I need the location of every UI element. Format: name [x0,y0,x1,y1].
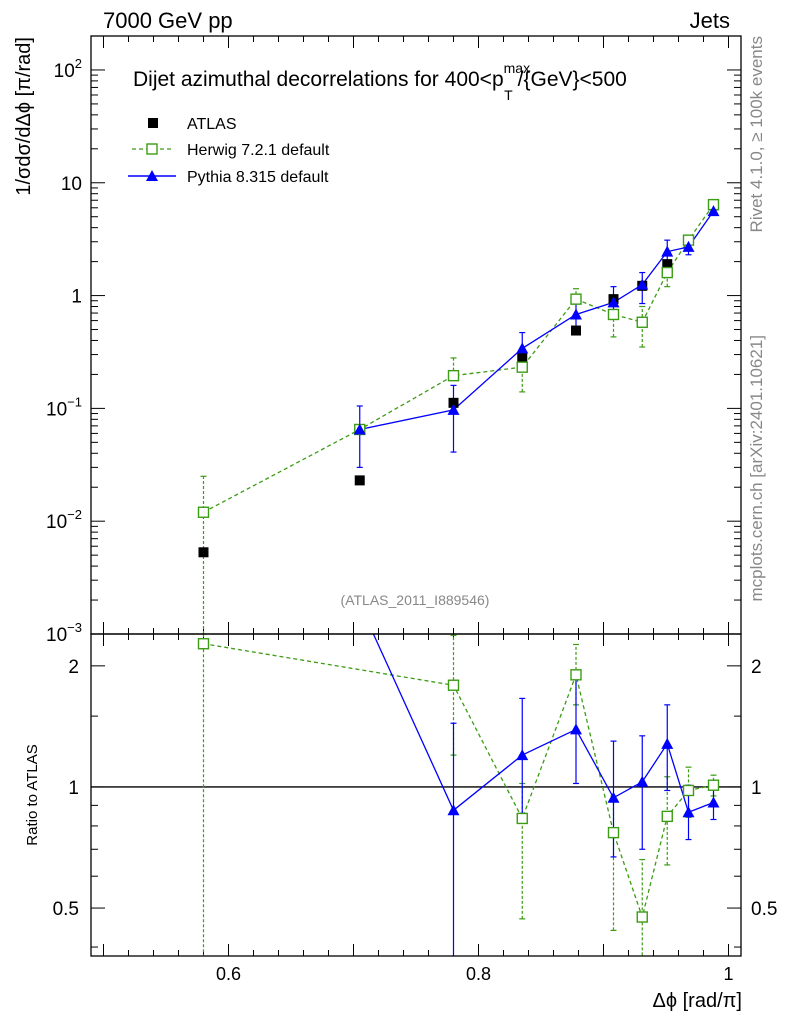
herwig-ratio-point [707,779,720,791]
pythia-ratio-point [516,749,529,761]
main-panel-marks [197,198,720,634]
pythia-line [359,210,715,431]
herwig-point [516,361,528,373]
herwig-ratio-point [197,638,210,650]
herwig-point [607,308,620,321]
herwig-point [447,369,460,382]
pythia-point [636,278,649,290]
herwig-ratio-point [682,784,695,797]
ratio-frame [90,633,742,957]
pythia-ratio-point [707,796,720,808]
pythia-ratio-point [636,775,649,787]
pythia-ratio-point [447,804,460,816]
herwig-point [570,293,582,305]
ratio-panel-marks [197,634,720,956]
ratio-tick-label-right: 2 [751,657,762,678]
header-right: Jets [690,8,730,33]
y-tick-label: 10 [61,174,82,195]
herwig-ratio-point [516,812,528,825]
atlas-point [571,325,581,336]
y-tick-label: 102 [54,56,82,82]
ratio-tick-label: 2 [68,657,79,678]
pythia-point [353,423,366,435]
legend-atlas-marker [148,118,158,128]
legend-pythia-label: Pythia 8.315 default [187,169,329,186]
atlas-point [198,547,209,558]
x-tick-label: 1 [723,964,733,984]
analysis-tag: (ATLAS_2011_I889546) [341,592,490,608]
atlas-point [517,352,528,363]
herwig-line [203,204,715,513]
pythia-point [516,342,529,354]
ratio-tick-label: 0.5 [53,899,79,920]
atlas-point [448,397,459,408]
legend-herwig-marker [146,143,158,155]
pythia-ratio-point [607,791,620,803]
rivet-label: Rivet 4.1.0, ≥ 100k events [747,36,766,232]
pythia-point [707,205,720,217]
herwig-point [197,506,210,518]
ratio-tick-label: 1 [68,778,79,799]
y-tick-label: 10−1 [46,394,82,420]
legend-atlas-label: ATLAS [187,116,237,133]
herwig-point [636,316,648,328]
herwig-ratio-point [636,911,648,923]
x-tick-label: 0.6 [216,964,241,984]
legend: ATLAS Herwig 7.2.1 default Pythia 8.315 … [128,116,330,186]
x-axis-label: Δϕ [rad/π] [653,990,743,1012]
pythia-point [570,308,582,320]
y-tick-label: 1 [71,287,82,308]
legend-herwig-label: Herwig 7.2.1 default [187,142,330,159]
ratio-axis-label: Ratio to ATLAS [24,744,41,845]
y-tick-label: 10−2 [46,507,82,533]
pythia-point [682,240,695,252]
pythia-point [447,403,460,415]
herwig-ratio-line [203,643,714,920]
chart-title: Dijet azimuthal decorrelations for 400<p… [133,60,627,103]
atlas-point [662,259,673,270]
pythia-point [661,245,674,257]
legend-pythia-marker [146,170,158,181]
herwig-ratio-point [607,826,620,839]
ratio-tick-label-right: 0.5 [751,899,777,920]
y-tick-label: 10−3 [46,620,82,646]
axis-ticks: 0.6 0.8 1 102 10 1 10−1 10−2 10−3 2 2 1 1 0.5 0.5 [46,35,777,984]
herwig-point [661,266,673,279]
x-tick-label: 0.8 [466,964,491,984]
pythia-ratio-point [682,806,695,818]
herwig-ratio-point [661,810,673,823]
header-left: 7000 GeV pp [103,8,233,33]
pythia-point [607,296,620,308]
herwig-ratio-point [570,669,582,681]
ratio-tick-label-right: 1 [751,778,762,799]
pythia-ratio-point [570,723,582,735]
mcplots-label: mcplots.cern.ch [arXiv:2401.10621] [747,335,766,601]
pythia-ratio-point [661,737,674,749]
atlas-point [354,475,365,486]
y-axis-label: 1/σdσ/dΔϕ [π/rad] [13,37,35,196]
herwig-ratio-point [447,679,460,691]
